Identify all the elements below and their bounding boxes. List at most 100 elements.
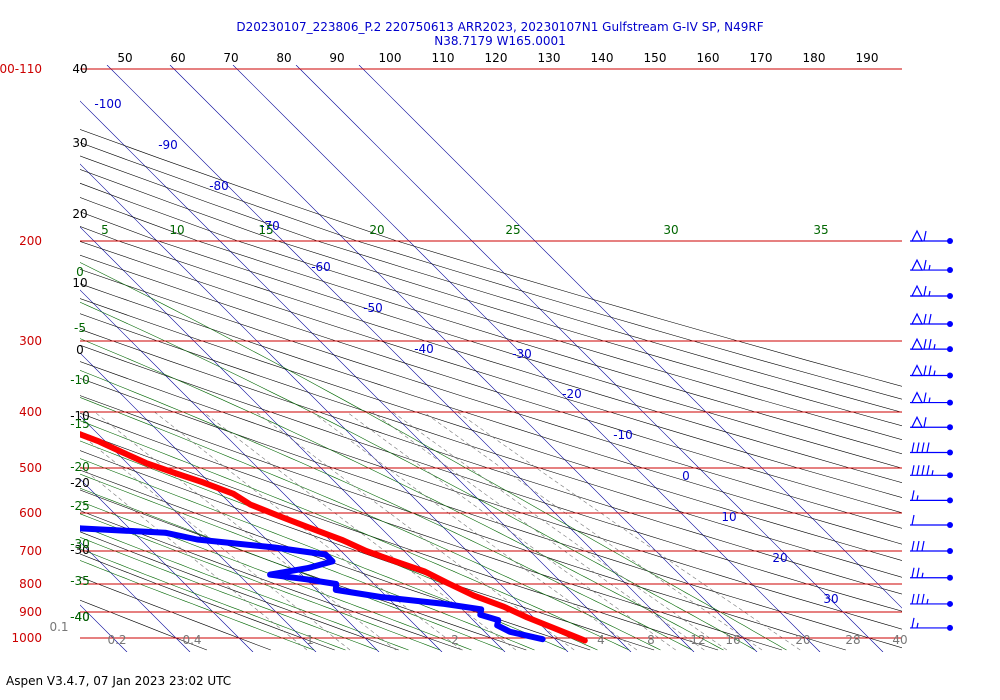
wind-barb-station	[947, 320, 953, 327]
wind-barb-flag	[916, 593, 920, 605]
wind-barb	[910, 312, 953, 327]
isobar-lines	[80, 68, 902, 639]
moist-adiabat-left-label: -20	[70, 460, 90, 474]
wind-barb	[910, 540, 953, 554]
height-label: -40	[70, 610, 90, 624]
moist-adiabat-label: 30	[663, 223, 678, 237]
dewpoint-profile	[80, 525, 546, 643]
top-temp-label: 80	[276, 51, 291, 65]
moist-adiabat-line	[80, 548, 346, 651]
wind-barb-flag	[911, 514, 915, 526]
top-temp-label: 120	[485, 51, 508, 65]
pressure-tick-label: 600	[19, 506, 42, 520]
top-temp-label: 160	[697, 51, 720, 65]
moist-adiabat-left-label: -35	[70, 574, 90, 588]
dry-adiabat-line	[80, 182, 902, 441]
pressure-tick-label: 200	[19, 234, 42, 248]
isotherm-line	[80, 478, 254, 652]
wind-barb	[910, 415, 953, 431]
mixing-ratio-label: 0.4	[182, 633, 201, 647]
wind-barb-flag	[928, 338, 932, 350]
isotherm-line	[106, 65, 695, 652]
wind-barb-pennant	[911, 391, 923, 404]
software-footer: Aspen V3.4.7, 07 Jan 2023 23:02 UTC	[6, 674, 232, 688]
isotherm-line	[80, 415, 317, 652]
mixing-ratio-line	[80, 433, 351, 651]
isotherm-label: 0	[682, 469, 690, 483]
wind-barb-station	[947, 293, 953, 300]
wind-barb-station	[947, 497, 953, 504]
mixing-ratio-label: 20	[795, 633, 810, 647]
wind-barb-flag	[921, 465, 925, 476]
pressure-tick-label: 300	[19, 334, 42, 348]
height-label: -20	[70, 476, 90, 490]
wind-barb-station	[947, 449, 953, 456]
top-temp-label: 130	[538, 51, 561, 65]
dry-adiabat-line	[80, 226, 902, 483]
wind-barb-flag	[923, 230, 927, 242]
wind-barb	[910, 229, 953, 244]
dry-adiabat-line	[80, 361, 902, 630]
moist-adiabat-line	[80, 560, 315, 651]
moist-adiabat-line	[80, 525, 409, 651]
dry-adiabat-line	[80, 531, 399, 651]
wind-barb-half-flag	[933, 343, 936, 350]
dry-adiabat-line	[80, 129, 902, 387]
isotherm-line	[80, 289, 443, 652]
isotherm-label: -30	[512, 347, 532, 361]
dry-adiabat-line	[80, 553, 335, 651]
isotherm-line	[295, 65, 884, 652]
mixing-ratio-line	[346, 411, 676, 651]
wind-barb	[910, 442, 953, 456]
wind-barb-station	[947, 624, 953, 631]
wind-barb-station	[947, 548, 953, 554]
top-temp-label: 90	[329, 51, 344, 65]
mixing-ratio-label: 8	[647, 633, 655, 647]
wind-barb-station	[947, 424, 953, 431]
dry-adiabat-line	[80, 313, 902, 578]
dry-adiabat-line	[80, 298, 902, 561]
background-grid	[0, 65, 902, 652]
wind-barb-half-flag	[926, 598, 929, 605]
moist-adiabat-line	[80, 397, 661, 651]
wind-barb	[910, 258, 953, 274]
wind-barb-station	[947, 600, 953, 607]
wind-barb-flag	[923, 417, 927, 428]
top-temp-label: 140	[591, 51, 614, 65]
wind-barb	[910, 567, 953, 581]
wind-barb-half-flag	[916, 495, 919, 501]
wind-barb	[910, 391, 953, 406]
isotherm-label: 10	[721, 510, 736, 524]
pressure-tick-label: 400	[19, 405, 42, 419]
isotherm-label: -20	[562, 387, 582, 401]
dry-adiabat-line	[80, 576, 271, 651]
dry-adiabat-line	[80, 211, 902, 469]
wind-barb-flag	[923, 365, 927, 376]
isotherm-line	[169, 65, 758, 652]
dry-adiabat-line	[80, 431, 719, 651]
moist-adiabat-line	[80, 537, 378, 651]
isotherm-label: -70	[260, 219, 280, 233]
wind-barb-flag	[923, 313, 927, 325]
pressure-tick-label: 700	[19, 544, 42, 558]
mixing-ratio-line	[154, 411, 462, 651]
top-temp-label: 170	[750, 51, 773, 65]
isotherm-label: -40	[414, 342, 434, 356]
mixing-ratio-label: 0.1	[49, 620, 68, 634]
isotherm-label: -90	[158, 138, 178, 152]
wind-barb-station	[947, 346, 953, 353]
dry-adiabat-line	[80, 344, 902, 612]
moist-adiabat-line	[80, 458, 567, 651]
pressure-tick-label: 100-110	[0, 62, 42, 76]
wind-barb-flag	[916, 540, 920, 552]
wind-barb	[910, 593, 953, 607]
wind-barb	[910, 465, 953, 479]
isotherm-label: 30	[823, 592, 838, 606]
pressure-tick-label: 900	[19, 605, 42, 619]
wind-barb-flag	[911, 593, 915, 605]
isotherm-line	[0, 65, 64, 652]
wind-barb-station	[947, 472, 953, 479]
top-temp-label: 180	[803, 51, 826, 65]
axis-labels: 100-110200300400500600700800900100050607…	[0, 51, 908, 647]
